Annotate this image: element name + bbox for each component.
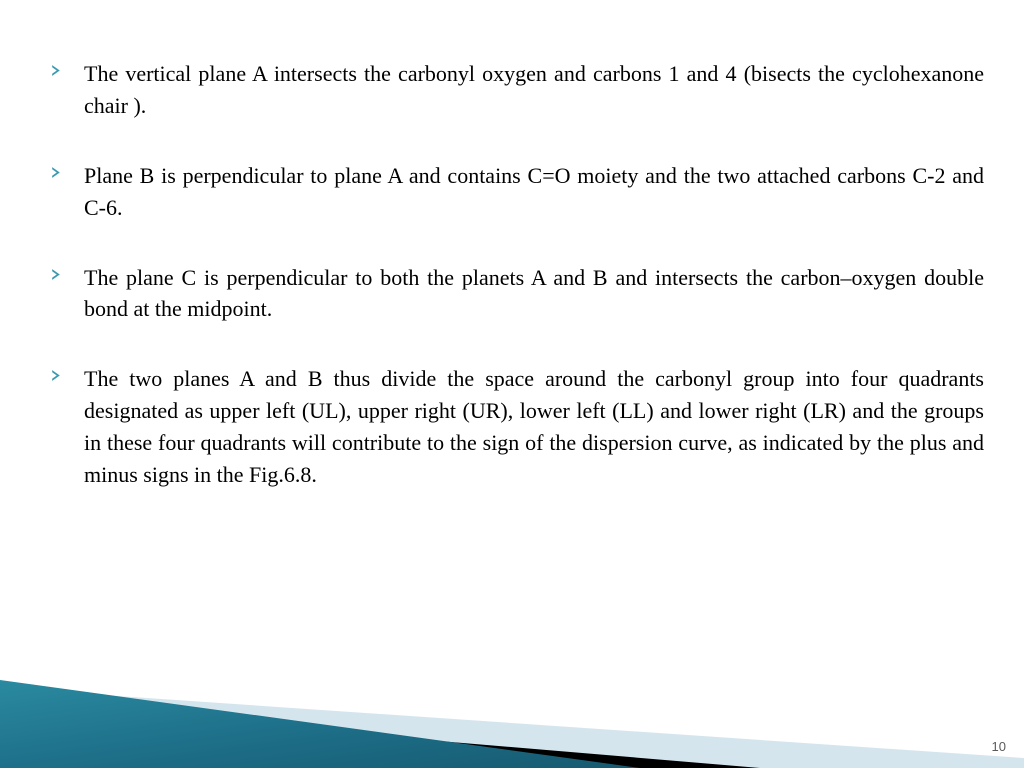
bullet-item: The plane C is perpendicular to both the… <box>50 262 984 326</box>
chevron-right-icon <box>50 262 84 281</box>
bullet-item: The vertical plane A intersects the carb… <box>50 58 984 122</box>
slide-decoration <box>0 598 1024 768</box>
chevron-right-icon <box>50 160 84 179</box>
slide-content: The vertical plane A intersects the carb… <box>50 58 984 529</box>
bullet-text: Plane B is perpendicular to plane A and … <box>84 160 984 224</box>
bullet-item: The two planes A and B thus divide the s… <box>50 363 984 491</box>
chevron-right-icon <box>50 58 84 77</box>
page-number: 10 <box>992 739 1006 754</box>
chevron-right-icon <box>50 363 84 382</box>
bullet-item: Plane B is perpendicular to plane A and … <box>50 160 984 224</box>
bullet-text: The vertical plane A intersects the carb… <box>84 58 984 122</box>
bullet-text: The two planes A and B thus divide the s… <box>84 363 984 491</box>
bullet-text: The plane C is perpendicular to both the… <box>84 262 984 326</box>
